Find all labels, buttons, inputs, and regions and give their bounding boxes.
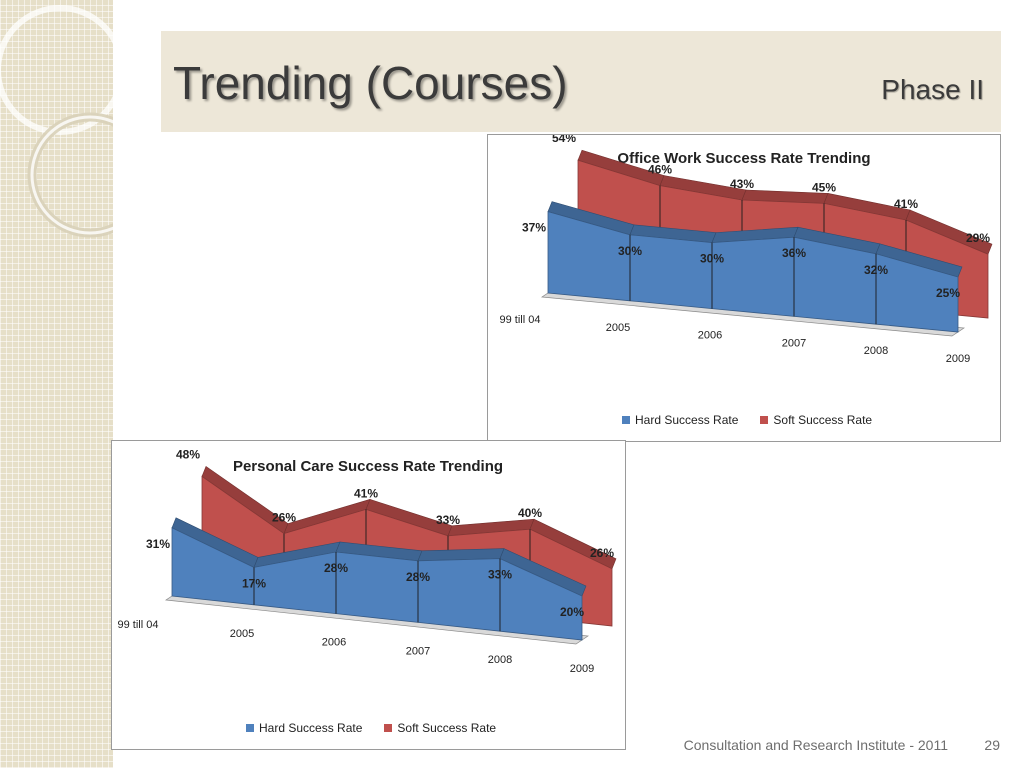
- data-label: 33%: [488, 568, 512, 582]
- category-label: 2008: [488, 654, 512, 666]
- personal-care-chart-svg: Personal Care Success Rate Trending 48% 26…: [118, 447, 617, 675]
- series-hard: [171, 517, 587, 641]
- slide-phase-label: Phase II: [881, 74, 984, 105]
- data-label: 26%: [272, 511, 296, 525]
- legend-swatch-hard: [246, 724, 254, 732]
- data-label: 41%: [354, 486, 378, 500]
- data-label: 25%: [936, 286, 960, 300]
- legend-swatch-soft: [760, 416, 769, 424]
- data-label: 40%: [518, 506, 542, 520]
- data-label: 46%: [648, 163, 672, 177]
- slide-title: Trending (Courses): [173, 57, 568, 109]
- data-label: 36%: [782, 246, 806, 260]
- page-number: 29: [984, 737, 1000, 753]
- legend-item-hard: Hard Success Rate: [246, 721, 362, 735]
- category-label: 2009: [570, 663, 594, 675]
- category-label: 2005: [606, 322, 630, 334]
- legend-label-hard: Hard Success Rate: [635, 413, 739, 427]
- legend-label-hard: Hard Success Rate: [259, 721, 363, 735]
- data-label: 30%: [618, 244, 642, 258]
- office-work-chart: Office Work Success Rate Trending 54% 46% 4…: [487, 134, 1001, 442]
- data-label: 28%: [406, 570, 430, 584]
- data-label: 33%: [436, 513, 460, 527]
- legend-swatch-soft: [384, 724, 393, 732]
- data-label: 28%: [324, 561, 348, 575]
- series-hard: [547, 201, 963, 333]
- data-label: 48%: [176, 447, 200, 461]
- legend-item-soft: Soft Success Rate: [760, 413, 872, 427]
- category-label: 2008: [864, 345, 888, 357]
- data-label: 30%: [700, 252, 724, 266]
- category-label: 99 till 04: [500, 314, 541, 326]
- personal-care-chart: Personal Care Success Rate Trending 48% 26…: [111, 440, 626, 750]
- legend-swatch-hard: [622, 416, 630, 424]
- office-work-chart-svg: Office Work Success Rate Trending 54% 46% 4…: [500, 135, 993, 365]
- legend-item-soft: Soft Success Rate: [384, 721, 496, 735]
- category-label: 2007: [782, 337, 806, 349]
- data-label: 37%: [522, 221, 546, 235]
- category-label: 2007: [406, 645, 430, 657]
- chart-legend: Hard Success Rate Soft Success Rate: [622, 413, 872, 427]
- category-label: 2005: [230, 628, 254, 640]
- chart-title: Personal Care Success Rate Trending: [233, 458, 503, 475]
- chart-title: Office Work Success Rate Trending: [617, 150, 870, 167]
- data-label: 20%: [560, 605, 584, 619]
- data-label: 54%: [552, 135, 576, 145]
- data-label: 29%: [966, 231, 990, 245]
- data-label: 31%: [146, 537, 170, 551]
- data-label: 17%: [242, 576, 266, 590]
- data-label: 26%: [590, 546, 614, 560]
- data-label: 45%: [812, 180, 836, 194]
- category-label: 2006: [698, 330, 722, 342]
- category-label: 2009: [946, 353, 970, 365]
- legend-label-soft: Soft Success Rate: [773, 413, 873, 427]
- footer-text: Consultation and Research Institute - 20…: [683, 737, 948, 753]
- chart-legend: Hard Success Rate Soft Success Rate: [246, 721, 496, 735]
- decorative-rings: [0, 5, 153, 238]
- legend-label-soft: Soft Success Rate: [397, 721, 497, 735]
- legend-item-hard: Hard Success Rate: [622, 413, 738, 427]
- category-label: 99 till 04: [118, 619, 159, 631]
- data-label: 32%: [864, 263, 888, 277]
- decorative-side-strip: [0, 0, 153, 768]
- data-label: 41%: [894, 197, 918, 211]
- data-label: 43%: [730, 177, 754, 191]
- category-label: 2006: [322, 637, 346, 649]
- title-band: [161, 31, 1001, 132]
